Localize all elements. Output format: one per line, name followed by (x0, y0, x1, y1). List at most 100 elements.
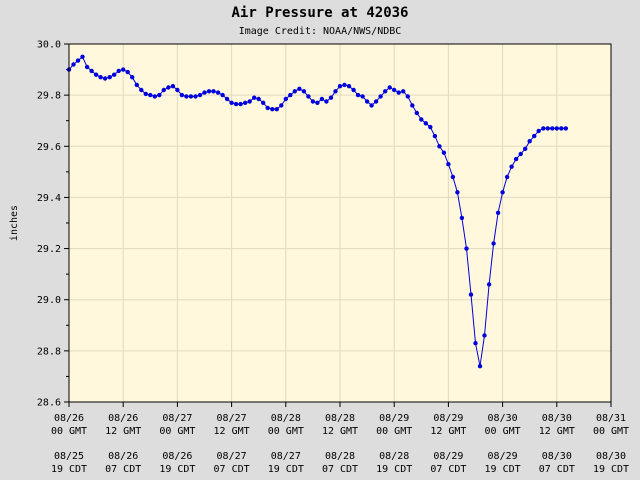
data-point (179, 92, 185, 98)
data-point (256, 96, 261, 102)
data-point (423, 121, 428, 126)
x-tick-label: 08/30 (596, 451, 626, 462)
x-tick-label: 08/26 (162, 451, 192, 462)
y-tick-label: 30.0 (37, 40, 61, 51)
x-tick-label: 08/31 (596, 413, 626, 424)
x-tick-label: 12 GMT (322, 426, 358, 437)
data-point (401, 89, 406, 94)
data-point (369, 103, 374, 108)
series-group (66, 54, 568, 369)
data-point (134, 82, 139, 88)
x-tick-label: 08/27 (162, 413, 192, 424)
data-point (378, 94, 383, 99)
data-point (315, 100, 320, 106)
data-point (396, 90, 401, 95)
x-tick-label: 12 GMT (430, 426, 466, 437)
data-point (188, 94, 194, 99)
data-point (233, 101, 239, 107)
x-tick-label: 08/28 (325, 451, 355, 462)
x-tick-label: 08/25 (54, 451, 84, 462)
x-tick-label: 08/28 (325, 413, 355, 424)
data-point (71, 62, 76, 67)
x-tick-label: 07 CDT (539, 464, 575, 475)
x-tick-label: 08/30 (542, 451, 572, 462)
data-point (441, 150, 447, 155)
data-point (220, 92, 225, 98)
data-point (297, 86, 302, 92)
data-point (419, 117, 424, 122)
y-tick-label: 29.0 (37, 295, 61, 306)
data-point (387, 85, 392, 90)
x-tick-label: 08/26 (54, 413, 84, 424)
data-point (112, 72, 117, 77)
data-point (527, 139, 532, 144)
data-point (102, 76, 108, 81)
data-point (93, 72, 99, 77)
y-tick-label: 29.2 (37, 244, 61, 255)
data-point (392, 87, 397, 93)
x-tick-label: 12 GMT (539, 426, 575, 437)
data-point (428, 124, 433, 130)
data-point (337, 84, 343, 89)
data-point (98, 75, 103, 80)
x-tick-label: 08/26 (108, 451, 138, 462)
x-tick-label: 08/27 (217, 413, 247, 424)
x-tick-label: 19 CDT (485, 464, 521, 475)
data-point (238, 101, 243, 107)
data-point (550, 126, 555, 131)
x-tick-label: 07 CDT (322, 464, 358, 475)
data-point (405, 94, 410, 99)
data-point (383, 89, 388, 94)
y-tick-label: 29.6 (37, 142, 61, 153)
y-axis-label: inches (9, 205, 20, 241)
data-point (333, 89, 338, 94)
x-tick-label: 19 CDT (159, 464, 195, 475)
data-point (229, 100, 234, 106)
data-point (319, 96, 325, 102)
x-axis: 08/26 00 GMT 08/25 19 CDT 08/26 12 GMT 08/26 07… (51, 402, 629, 475)
data-point (175, 87, 180, 93)
x-tick-label: 12 GMT (105, 426, 141, 437)
data-point (523, 146, 528, 151)
data-point (536, 128, 541, 134)
data-point (482, 333, 487, 338)
data-point (270, 107, 275, 112)
data-point (288, 92, 293, 98)
data-point (193, 94, 198, 99)
data-point (274, 107, 279, 112)
x-tick-label: 08/28 (271, 413, 301, 424)
data-point (211, 89, 216, 94)
data-point (292, 89, 297, 94)
data-point (455, 190, 460, 195)
data-point (554, 126, 559, 131)
y-tick-label: 28.8 (37, 346, 61, 357)
x-tick-label: 08/28 (379, 451, 409, 462)
data-point (491, 241, 496, 246)
data-point (116, 68, 121, 74)
x-tick-label: 08/26 (108, 413, 138, 424)
data-point (464, 246, 469, 251)
data-point (324, 99, 329, 104)
data-point (310, 99, 316, 104)
data-point (559, 126, 564, 131)
chart-title: Air Pressure at 42036 (231, 5, 408, 21)
data-point (532, 133, 537, 139)
data-point (563, 126, 568, 131)
data-point (161, 87, 166, 93)
data-point (346, 84, 352, 89)
data-point (432, 133, 438, 139)
data-point (541, 126, 546, 131)
data-point (495, 210, 501, 215)
data-point (342, 82, 347, 88)
x-tick-label: 00 GMT (376, 426, 412, 437)
data-point (130, 75, 135, 80)
x-tick-label: 00 GMT (51, 426, 87, 437)
x-tick-label: 00 GMT (159, 426, 195, 437)
x-tick-label: 19 CDT (268, 464, 304, 475)
x-tick-label: 07 CDT (430, 464, 466, 475)
data-point (202, 90, 207, 95)
y-tick-label: 28.6 (37, 398, 61, 409)
x-tick-label: 00 GMT (485, 426, 521, 437)
data-point (247, 99, 252, 104)
plot-frame (68, 43, 612, 403)
